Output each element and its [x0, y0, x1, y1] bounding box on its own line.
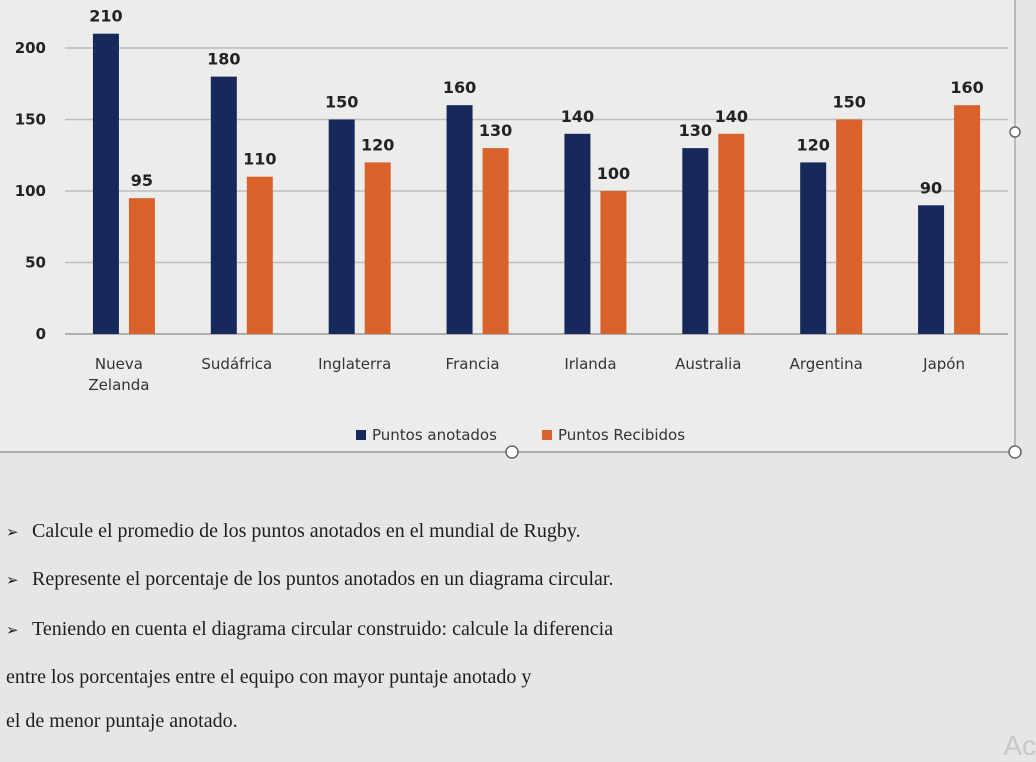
bar-anotados [918, 205, 945, 334]
data-label: 180 [207, 50, 240, 69]
activation-watermark: Ac [1003, 730, 1036, 761]
data-label: 95 [131, 171, 153, 190]
legend-label: Puntos anotados [372, 426, 497, 444]
category-label: Francia [446, 355, 500, 373]
y-tick-label: 150 [15, 111, 46, 129]
bar-anotados [682, 148, 709, 334]
question-3-continued-2: el de menor puntaje anotado. [6, 710, 238, 733]
bar-recibidos [600, 191, 627, 334]
category-label: Nueva [95, 355, 143, 373]
bar-recibidos [718, 133, 745, 334]
question-text: entre los porcentajes entre el equipo co… [6, 666, 532, 688]
category-label: Irlanda [564, 355, 616, 373]
question-3: ➢ Teniendo en cuenta el diagrama circular… [6, 618, 613, 641]
category-label: Argentina [790, 355, 863, 373]
question-text: Represente el porcentaje de los puntos a… [32, 568, 614, 590]
category-label: Australia [675, 355, 741, 373]
y-tick-label: 0 [36, 325, 46, 343]
bar-anotados [328, 119, 355, 334]
bar-recibidos [364, 162, 391, 334]
data-label: 150 [832, 93, 865, 112]
data-label: 140 [715, 107, 748, 126]
bar-anotados [446, 105, 473, 334]
bars [92, 33, 981, 334]
bar-recibidos [954, 105, 981, 334]
data-label: 160 [443, 78, 476, 97]
y-axis-ticks: 0 50 100 150 200 [15, 39, 46, 343]
data-label: 130 [479, 121, 512, 140]
data-labels: 2109518011015012016013014010013014012015… [89, 7, 984, 198]
category-label: Zelanda [88, 376, 149, 394]
bar-recibidos [128, 198, 155, 334]
y-tick-label: 200 [15, 39, 46, 57]
data-label: 130 [679, 121, 712, 140]
category-labels: Nueva Zelanda Sudáfrica Inglaterra Francia Ir… [88, 355, 965, 394]
data-label: 160 [950, 78, 983, 97]
resize-handle-bottom[interactable] [505, 445, 519, 459]
arrow-bullet-icon: ➢ [6, 571, 19, 589]
category-label: Sudáfrica [201, 355, 272, 373]
data-label: 90 [920, 178, 942, 197]
bar-anotados [800, 162, 827, 334]
question-text: el de menor puntaje anotado. [6, 710, 238, 732]
data-label: 120 [361, 135, 394, 154]
y-tick-label: 100 [15, 182, 46, 200]
question-text: Teniendo en cuenta el diagrama circular … [32, 618, 614, 640]
legend: Puntos anotados Puntos Recibidos [356, 426, 685, 444]
resize-handle-right[interactable] [1009, 126, 1021, 138]
arrow-bullet-icon: ➢ [6, 523, 19, 541]
data-label: 120 [796, 135, 829, 154]
data-label: 110 [243, 150, 276, 169]
question-3-continued: entre los porcentajes entre el equipo co… [6, 666, 531, 689]
legend-label: Puntos Recibidos [558, 426, 685, 444]
data-label: 210 [89, 7, 122, 26]
question-1: ➢ Calcule el promedio de los puntos anota… [6, 520, 581, 543]
data-label: 150 [325, 93, 358, 112]
bar-recibidos [246, 176, 273, 334]
legend-swatch [356, 430, 366, 440]
category-label: Inglaterra [318, 355, 391, 373]
data-label: 140 [561, 107, 594, 126]
data-label: 100 [597, 164, 630, 183]
bar-recibidos [482, 148, 509, 334]
bar-recibidos [836, 119, 863, 334]
legend-swatch [542, 430, 552, 440]
bar-anotados [210, 76, 237, 334]
arrow-bullet-icon: ➢ [6, 621, 19, 639]
question-text: Calcule el promedio de los puntos anotad… [32, 520, 581, 542]
bar-anotados [92, 33, 119, 334]
category-label: Japón [922, 355, 965, 373]
bar-anotados [564, 133, 591, 334]
resize-handle-corner[interactable] [1008, 445, 1022, 459]
question-2: ➢ Represente el porcentaje de los puntos … [6, 568, 613, 591]
y-tick-label: 50 [25, 254, 46, 272]
